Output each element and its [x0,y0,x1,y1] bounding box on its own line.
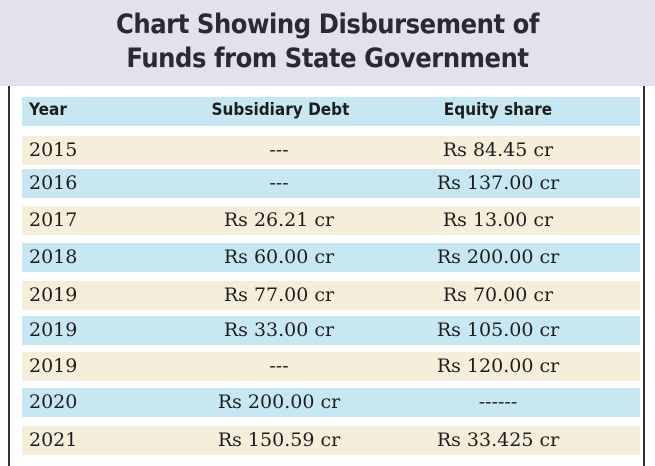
chart-title: Chart Showing Disbursement of Funds from… [0,0,655,86]
column-header: Equity share [443,100,553,120]
table-row: 2019 --- Rs 120.00 cr [22,352,640,381]
equity-share-cell: Rs 33.425 cr [436,429,560,451]
title-line-2: Funds from State Government [126,43,529,74]
table-row: 2020 Rs 200.00 cr ------ [22,388,640,417]
year-cell: 2016 [29,172,78,194]
subsidiary-debt-cell: Rs 150.59 cr [217,429,341,451]
equity-share-cell: Rs 120.00 cr [436,355,560,377]
equity-share-cell: Rs 84.45 cr [442,139,554,161]
subsidiary-debt-cell: Rs 200.00 cr [217,391,341,413]
table-row: 2016 --- Rs 137.00 cr [22,169,640,198]
equity-share-cell: ------ [478,391,518,413]
table-header-row: Year Subsidiary Debt Equity share [22,97,640,126]
table-row: 2021 Rs 150.59 cr Rs 33.425 cr [22,426,640,455]
subsidiary-debt-cell: --- [269,139,289,161]
year-cell: 2015 [29,139,78,161]
subsidiary-debt-cell: --- [269,172,289,194]
table-row: 2019 Rs 33.00 cr Rs 105.00 cr [22,316,640,345]
year-cell: 2019 [29,355,78,377]
title-line-1: Chart Showing Disbursement of [116,9,539,40]
table-row: 2019 Rs 77.00 cr Rs 70.00 cr [22,281,640,310]
table-row: 2018 Rs 60.00 cr Rs 200.00 cr [22,243,640,272]
table-frame [8,86,645,466]
year-cell: 2021 [29,429,78,451]
equity-share-cell: Rs 137.00 cr [436,172,560,194]
equity-share-cell: Rs 105.00 cr [436,319,560,341]
subsidiary-debt-cell: --- [269,355,289,377]
equity-share-cell: Rs 70.00 cr [442,284,554,306]
year-cell: 2018 [29,246,78,268]
year-cell: 2019 [29,319,78,341]
subsidiary-debt-cell: Rs 60.00 cr [223,246,335,268]
equity-share-cell: Rs 13.00 cr [442,209,554,231]
table-row: 2015 --- Rs 84.45 cr [22,136,640,165]
equity-share-cell: Rs 200.00 cr [436,246,560,268]
subsidiary-debt-cell: Rs 77.00 cr [223,284,335,306]
column-header: Year [29,100,67,120]
subsidiary-debt-cell: Rs 33.00 cr [223,319,335,341]
column-header: Subsidiary Debt [211,100,350,120]
subsidiary-debt-cell: Rs 26.21 cr [223,209,335,231]
year-cell: 2020 [29,391,78,413]
year-cell: 2017 [29,209,78,231]
year-cell: 2019 [29,284,78,306]
table-row: 2017 Rs 26.21 cr Rs 13.00 cr [22,206,640,235]
